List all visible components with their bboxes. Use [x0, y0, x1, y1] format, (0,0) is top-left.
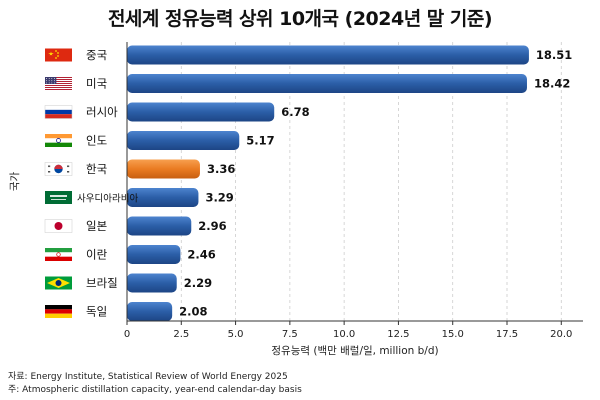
chart-title: 전세계 정유능력 상위 10개국 (2024년 말 기준) [107, 8, 493, 30]
bar [127, 273, 177, 293]
bars [127, 45, 529, 321]
x-tick-label: 0 [124, 329, 130, 340]
china-flag-icon [45, 48, 72, 62]
category-label: 독일 [86, 305, 107, 319]
value-label: 3.36 [207, 162, 235, 176]
value-label: 18.42 [534, 77, 570, 91]
bar [127, 188, 199, 207]
x-tick-label: 12.5 [387, 329, 409, 340]
value-label: 18.51 [536, 48, 572, 62]
x-tick-label: 15.0 [442, 329, 464, 340]
bar [127, 159, 200, 179]
x-axis-label: 정유능력 (백만 배럴/일, million b/d) [271, 344, 438, 357]
category-label: 브라질 [86, 276, 118, 290]
x-tick-label: 7.5 [282, 329, 298, 340]
labels: 18.51 중국 18.42 미국 6.78 러시아 5.17 인도 3.36 한국 3.29 사우디… [77, 48, 572, 319]
india-flag-icon [45, 134, 72, 147]
flags [44, 48, 73, 318]
russia-flag-icon [44, 105, 73, 119]
brazil-flag-icon [45, 276, 72, 290]
x-axis: 0 2.5 5.0 7.5 10.0 12.5 15.0 17.5 20.0 정유능력 (백만 배… [9, 42, 583, 357]
bar [127, 245, 181, 264]
category-label: 일본 [86, 219, 107, 233]
source-note: 자료: Energy Institute, Statistical Review… [8, 372, 288, 382]
bar [127, 102, 275, 122]
category-label: 사우디아라비아 [77, 194, 138, 205]
category-label: 미국 [86, 77, 107, 91]
category-label: 한국 [86, 162, 107, 176]
bar [127, 45, 529, 65]
bar [127, 216, 192, 236]
value-label: 3.29 [205, 191, 233, 205]
south-korea-flag-icon [44, 162, 73, 176]
y-axis-label: 국가 [9, 172, 21, 192]
category-label: 인도 [86, 134, 107, 148]
value-label: 2.46 [187, 248, 215, 262]
saudi-arabia-flag-icon [45, 191, 72, 204]
x-tick-label: 10.0 [333, 329, 355, 340]
japan-flag-icon [44, 219, 73, 233]
value-label: 6.78 [281, 105, 309, 119]
x-tick-label: 17.5 [496, 329, 518, 340]
value-label: 5.17 [246, 134, 274, 148]
value-label: 2.08 [179, 305, 207, 319]
value-label: 2.29 [184, 276, 212, 290]
value-label: 2.96 [198, 219, 226, 233]
category-label: 러시아 [86, 105, 118, 119]
germany-flag-icon [45, 305, 72, 318]
bar [127, 74, 527, 93]
x-tick-label: 20.0 [550, 329, 572, 340]
bar [127, 131, 240, 150]
footnote: 주: Atmospheric distillation capacity, ye… [8, 385, 302, 395]
grid-lines [180, 42, 562, 321]
x-tick-label: 2.5 [173, 329, 189, 340]
bar [127, 302, 173, 321]
category-label: 중국 [86, 48, 107, 62]
usa-flag-icon [45, 77, 72, 90]
iran-flag-icon [45, 248, 72, 261]
category-label: 이란 [86, 248, 108, 262]
x-tick-label: 5.0 [228, 329, 244, 340]
